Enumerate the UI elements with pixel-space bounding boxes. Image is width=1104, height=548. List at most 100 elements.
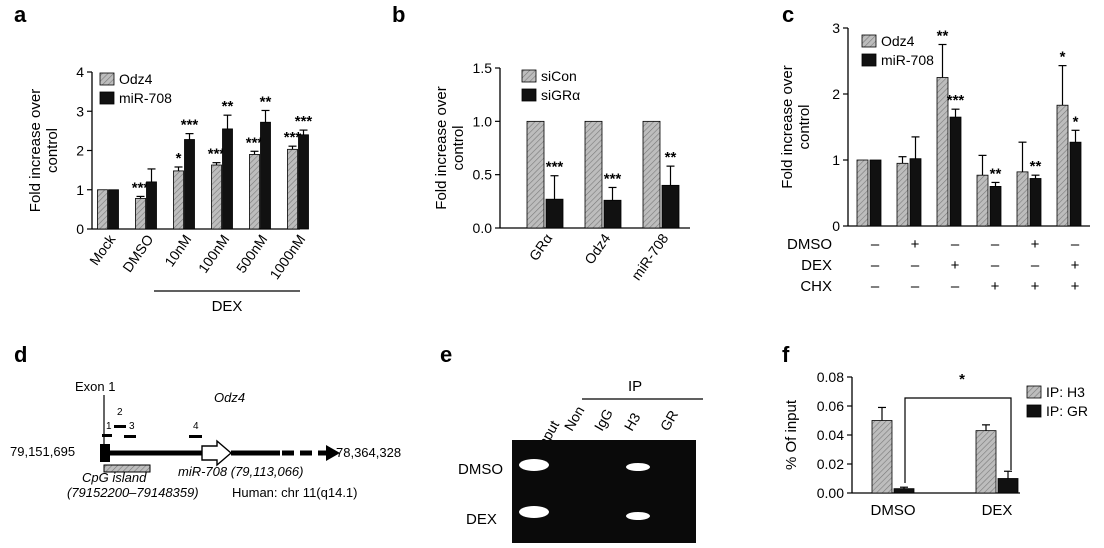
category-label: DEX	[982, 502, 1013, 519]
ip-label: IP	[628, 378, 642, 395]
significance-mark: ***	[132, 179, 150, 196]
y-tick-label: 0.06	[817, 398, 844, 414]
panel-label-a: a	[14, 2, 27, 27]
comparison-star: *	[959, 371, 965, 388]
category-label: 10nM	[161, 232, 194, 270]
bar	[949, 116, 962, 227]
gel-panel: IP 2% Input Non IgG H3 GR DMSO DEX	[458, 378, 703, 543]
treatment-mark: +	[951, 257, 960, 274]
primer-4	[189, 435, 202, 438]
bar	[1029, 178, 1042, 227]
exon-label: Exon 1	[75, 379, 115, 394]
legend-swatch	[99, 91, 115, 105]
category-label: 1000nM	[266, 232, 308, 283]
treatment-mark: –	[1031, 257, 1040, 274]
legend-swatch	[861, 34, 877, 48]
gel-row-label: DMSO	[458, 461, 503, 478]
category-label: 100nM	[195, 232, 233, 276]
bar	[976, 174, 989, 227]
legend-label: miR-708	[881, 52, 934, 68]
legend-label: IP: GR	[1046, 403, 1088, 419]
primer-1	[102, 434, 112, 437]
panel-label-d: d	[14, 342, 27, 367]
significance-mark: **	[665, 149, 677, 166]
primer-label: 2	[117, 407, 123, 418]
panel-label-e: e	[440, 342, 452, 367]
panel-label-c: c	[782, 2, 794, 27]
bar	[997, 478, 1019, 494]
treatment-mark: –	[871, 236, 880, 253]
legend-swatch	[1026, 385, 1042, 399]
primer-3	[124, 435, 136, 438]
y-tick-label: 0.02	[817, 456, 844, 472]
bar	[173, 170, 184, 230]
bar	[135, 197, 146, 230]
y-tick-label: 2	[76, 143, 84, 159]
significance-mark: **	[222, 98, 234, 115]
category-label: Odz4	[581, 230, 613, 267]
cpg-range: (79152200–79148359)	[67, 485, 199, 500]
significance-mark: *	[1060, 49, 1066, 66]
primer-label: 4	[193, 421, 199, 432]
significance-mark: ***	[295, 113, 313, 130]
chart-b: 0.0 0.5 1.0 1.5 Fold increase over control siC…	[433, 60, 690, 283]
bar	[222, 128, 233, 230]
legend-label: Odz4	[881, 33, 915, 49]
y-tick-label: 1	[76, 182, 84, 198]
bar	[856, 159, 869, 227]
treatment-label: CHX	[800, 278, 832, 295]
bar	[287, 148, 298, 230]
significance-mark: **	[990, 165, 1002, 182]
bar	[871, 420, 893, 494]
bar	[108, 189, 119, 230]
treatment-mark: –	[991, 236, 1000, 253]
bar	[298, 134, 309, 230]
bar	[97, 189, 108, 230]
y-tick-label: 0	[76, 221, 84, 237]
bar	[1056, 104, 1069, 227]
significance-mark: ***	[546, 159, 564, 176]
treatment-mark: –	[871, 278, 880, 295]
gene-map: Exon 1 Odz4 79,151,695 78,364,328 CpG is…	[10, 379, 401, 500]
legend-swatch	[99, 72, 115, 86]
y-axis-label: Fold increase over	[27, 89, 44, 212]
treatment-mark: +	[911, 236, 920, 253]
gene-arrowhead	[326, 445, 340, 461]
category-label: 500nM	[233, 232, 271, 276]
significance-mark: *	[1073, 113, 1079, 130]
bar	[249, 154, 260, 230]
y-axis-label: control	[44, 128, 61, 173]
treatment-mark: –	[911, 257, 920, 274]
lane-label: IgG	[591, 406, 616, 434]
panel-label-b: b	[392, 2, 405, 27]
significance-mark: ***	[604, 170, 622, 187]
y-tick-label: 0.00	[817, 485, 844, 501]
gel-row-label: DEX	[466, 511, 497, 528]
y-axis-label: Fold increase over	[779, 65, 796, 188]
bar	[184, 139, 195, 230]
bar	[642, 120, 661, 229]
category-label: DMSO	[871, 502, 916, 519]
lane-label: H3	[621, 410, 644, 434]
treatment-mark: –	[1071, 236, 1080, 253]
legend-label: siCon	[541, 68, 577, 84]
cpg-label: CpG island	[82, 470, 147, 485]
treatment-mark: –	[871, 257, 880, 274]
species-label: Human: chr 11(q14.1)	[232, 485, 358, 500]
bar	[869, 159, 882, 227]
comparison-bracket	[904, 397, 1012, 483]
legend-swatch	[521, 69, 537, 83]
y-axis-label: control	[796, 104, 813, 149]
bar	[1069, 141, 1082, 227]
y-tick-label: 4	[76, 64, 84, 80]
band-h3-dex	[626, 512, 650, 520]
bar	[584, 120, 603, 229]
legend-swatch	[521, 88, 537, 102]
y-tick-label: 3	[832, 20, 840, 36]
bar	[1016, 171, 1029, 227]
legend-label: Odz4	[119, 71, 153, 87]
category-label: DMSO	[119, 231, 156, 275]
gene-label: Odz4	[214, 390, 245, 405]
significance-mark: ***	[208, 146, 226, 163]
treatment-mark: +	[1071, 257, 1080, 274]
